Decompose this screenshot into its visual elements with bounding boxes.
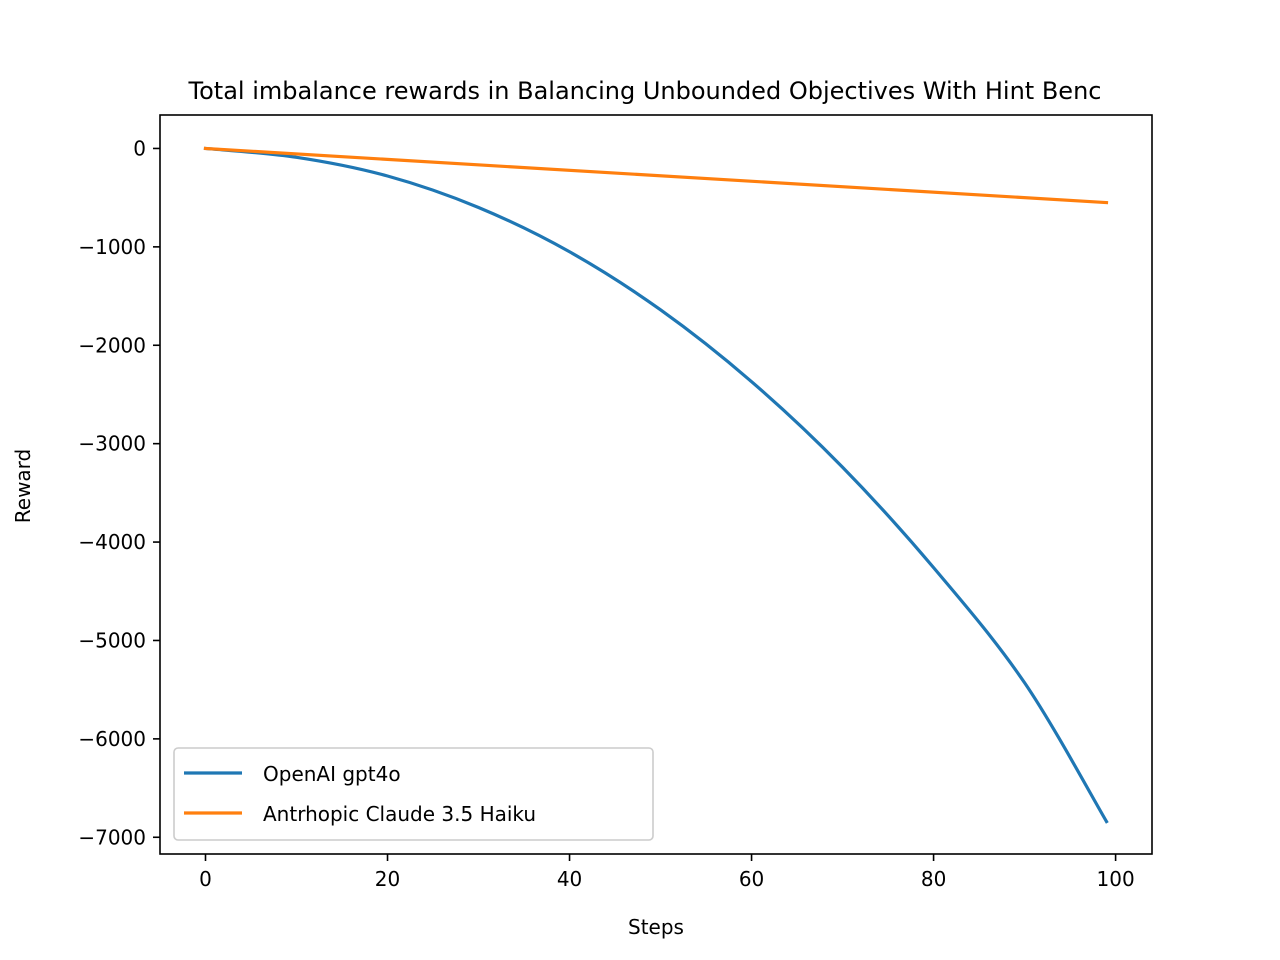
y-tick-label: −4000 bbox=[78, 530, 146, 554]
x-axis: 0 20 40 60 80 100 bbox=[199, 854, 1135, 891]
y-tick-label: 0 bbox=[133, 136, 146, 160]
legend: OpenAI gpt4o Antrhopic Claude 3.5 Haiku bbox=[173, 747, 654, 841]
plot-frame bbox=[159, 114, 1153, 855]
x-tick-label: 60 bbox=[739, 867, 764, 891]
legend-label: OpenAI gpt4o bbox=[263, 762, 401, 786]
y-tick-label: −6000 bbox=[78, 727, 146, 751]
y-tick-label: −7000 bbox=[78, 825, 146, 849]
series-line-2 bbox=[203, 146, 1109, 205]
x-tick-label: 100 bbox=[1097, 867, 1135, 891]
legend-label: Antrhopic Claude 3.5 Haiku bbox=[263, 802, 536, 826]
x-axis-label: Steps bbox=[628, 915, 684, 939]
legend-box bbox=[173, 747, 654, 841]
y-tick-label: −1000 bbox=[78, 235, 146, 259]
series-line-1 bbox=[203, 146, 1109, 824]
y-tick-label: −5000 bbox=[78, 628, 146, 652]
x-tick-label: 40 bbox=[557, 867, 582, 891]
y-tick-label: −3000 bbox=[78, 432, 146, 456]
plot-lines bbox=[203, 146, 1109, 824]
x-tick-label: 20 bbox=[375, 867, 400, 891]
x-tick-label: 0 bbox=[199, 867, 212, 891]
x-tick-label: 80 bbox=[921, 867, 946, 891]
y-axis: 0 −1000 −2000 −3000 −4000 −5000 −6000 −7000 bbox=[78, 136, 160, 849]
chart-title: Total imbalance rewards in Balancing Unb… bbox=[188, 77, 1102, 105]
y-axis-label: Reward bbox=[11, 449, 35, 523]
y-tick-label: −2000 bbox=[78, 333, 146, 357]
